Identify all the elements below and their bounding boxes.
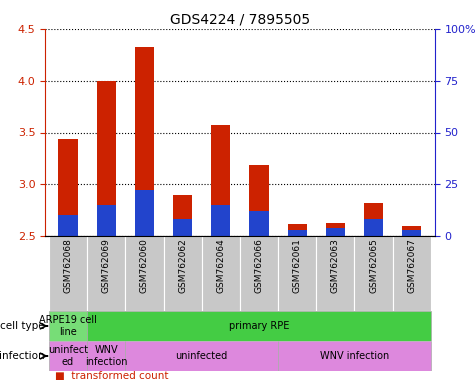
Bar (163, 236, 202, 311)
Text: cell type: cell type (0, 321, 44, 331)
Bar (87, 311, 431, 341)
Bar (125, 236, 163, 311)
Bar (211, 205, 230, 236)
Text: ARPE19 cell
line: ARPE19 cell line (39, 315, 97, 337)
Text: ■  transformed count: ■ transformed count (55, 371, 168, 381)
Bar (278, 236, 316, 311)
Title: GDS4224 / 7895505: GDS4224 / 7895505 (170, 12, 310, 26)
Text: uninfect
ed: uninfect ed (48, 345, 88, 367)
Text: GSM762061: GSM762061 (293, 238, 302, 293)
Text: GSM762069: GSM762069 (102, 238, 111, 293)
Bar (202, 236, 240, 311)
Bar (135, 46, 154, 236)
Bar (135, 190, 154, 236)
Bar (58, 215, 77, 236)
Bar (393, 236, 431, 311)
Bar (249, 165, 268, 236)
Text: WNV infection: WNV infection (320, 351, 389, 361)
Bar (173, 219, 192, 236)
Bar (249, 211, 268, 236)
Text: GSM762068: GSM762068 (64, 238, 73, 293)
Bar (354, 236, 393, 311)
Bar (87, 236, 125, 311)
Bar (364, 203, 383, 236)
Bar (402, 230, 421, 236)
Bar (173, 195, 192, 236)
Bar (125, 341, 278, 371)
Bar (364, 219, 383, 236)
Bar (49, 341, 87, 371)
Bar (326, 223, 345, 236)
Text: GSM762067: GSM762067 (407, 238, 416, 293)
Text: GSM762062: GSM762062 (178, 238, 187, 293)
Text: GSM762064: GSM762064 (216, 238, 225, 293)
Bar (97, 81, 116, 236)
Text: GSM762065: GSM762065 (369, 238, 378, 293)
Bar (287, 230, 307, 236)
Text: WNV
infection: WNV infection (85, 345, 127, 367)
Bar (316, 236, 354, 311)
Bar (402, 226, 421, 236)
Bar (49, 311, 87, 341)
Text: uninfected: uninfected (176, 351, 228, 361)
Bar (240, 236, 278, 311)
Bar (211, 125, 230, 236)
Text: primary RPE: primary RPE (229, 321, 289, 331)
Bar (287, 223, 307, 236)
Bar (87, 341, 125, 371)
Bar (97, 205, 116, 236)
Text: GSM762066: GSM762066 (255, 238, 264, 293)
Bar (278, 341, 431, 371)
Bar (49, 236, 87, 311)
Bar (58, 139, 77, 236)
Bar (326, 228, 345, 236)
Text: infection: infection (0, 351, 44, 361)
Text: GSM762060: GSM762060 (140, 238, 149, 293)
Text: GSM762063: GSM762063 (331, 238, 340, 293)
